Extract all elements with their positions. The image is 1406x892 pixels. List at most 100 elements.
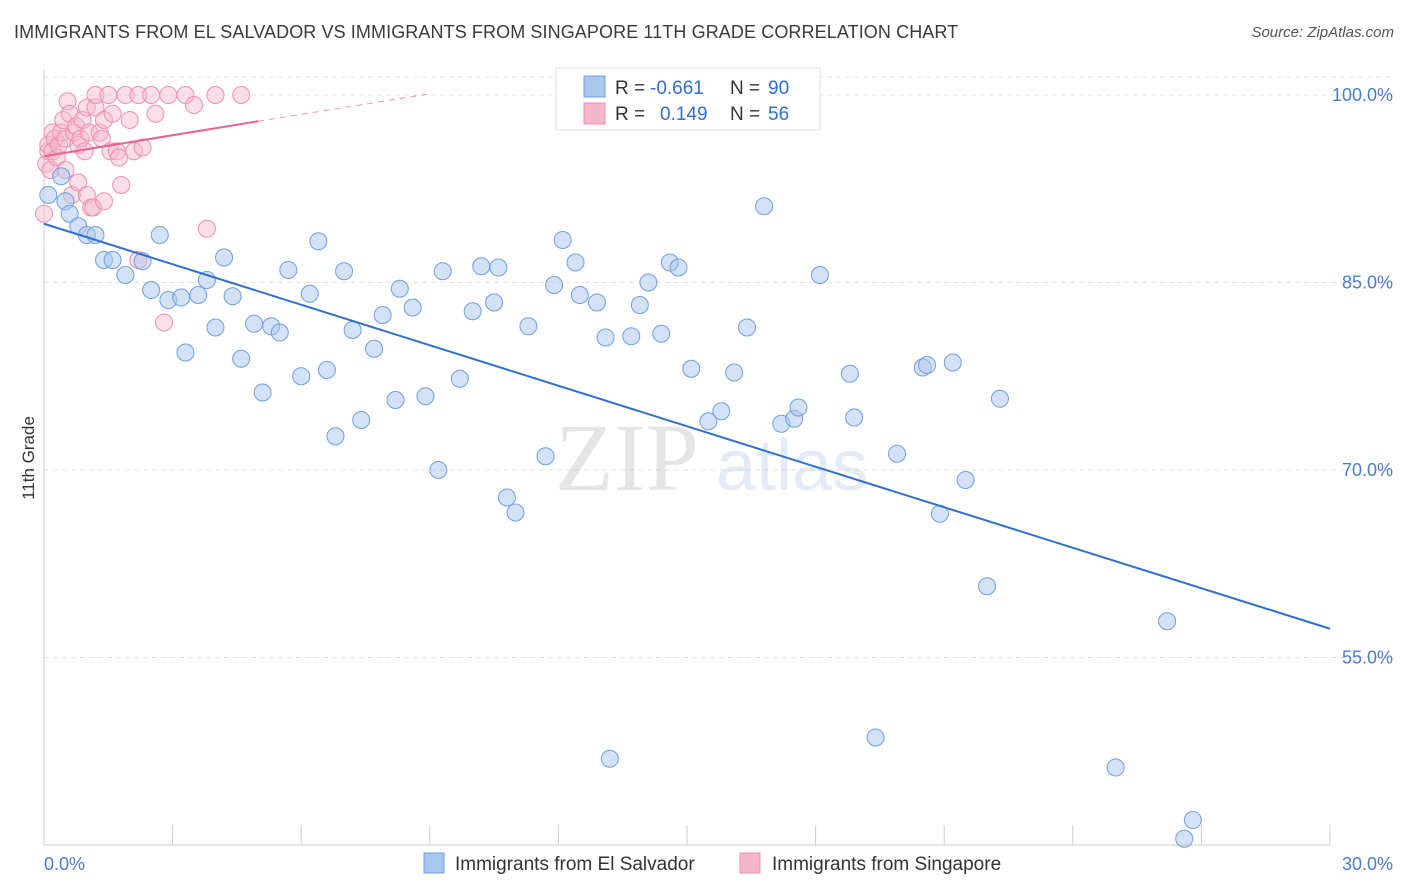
data-point-el-salvador xyxy=(270,323,289,342)
trend-lines xyxy=(43,93,1331,630)
data-point-el-salvador xyxy=(223,287,242,306)
data-point-el-salvador xyxy=(553,231,572,249)
data-point-el-salvador xyxy=(652,324,671,343)
data-point-el-salvador xyxy=(978,577,997,596)
data-point-el-salvador xyxy=(519,317,538,336)
y-tick-label: 100.0% xyxy=(1332,85,1393,105)
data-point-el-salvador xyxy=(630,296,649,314)
data-point-el-salvador xyxy=(866,728,885,747)
data-point-singapore xyxy=(206,86,225,104)
data-point-el-salvador xyxy=(150,226,169,244)
chart-source: Source: ZipAtlas.com xyxy=(1251,24,1394,41)
data-point-el-salvador xyxy=(403,298,422,317)
x-ticks xyxy=(43,825,1331,845)
data-point-el-salvador xyxy=(789,398,808,417)
data-point-el-salvador xyxy=(489,258,508,277)
data-point-singapore xyxy=(69,173,88,192)
data-point-singapore xyxy=(103,104,122,123)
data-point-singapore xyxy=(159,86,178,104)
legend-n-label-singapore: N = xyxy=(730,104,760,125)
series-el-salvador xyxy=(39,167,1202,848)
grid-lines xyxy=(44,76,1392,658)
y-tick-label: 70.0% xyxy=(1342,460,1393,480)
data-point-el-salvador xyxy=(450,369,469,388)
data-point-el-salvador xyxy=(335,262,354,281)
data-point-el-salvador xyxy=(840,364,859,383)
y-tick-label: 55.0% xyxy=(1342,648,1393,668)
data-point-el-salvador xyxy=(506,503,525,522)
data-point-el-salvador xyxy=(189,286,208,304)
data-point-el-salvador xyxy=(215,248,234,267)
data-point-el-salvador xyxy=(52,167,71,186)
data-point-el-salvador xyxy=(536,447,555,466)
data-point-singapore xyxy=(142,86,161,104)
stats-legend: R = -0.661 N = 90 R = 0.149 N = 56 xyxy=(555,67,821,131)
data-point-el-salvador xyxy=(279,261,298,279)
data-point-singapore xyxy=(155,313,174,332)
legend-r-value-el-salvador: -0.661 xyxy=(650,78,704,99)
data-point-el-salvador xyxy=(300,284,319,303)
data-point-el-salvador xyxy=(172,288,191,307)
data-point-el-salvador xyxy=(472,257,491,276)
legend-n-label-el-salvador: N = xyxy=(730,78,760,99)
data-point-el-salvador xyxy=(292,367,311,386)
data-point-el-salvador xyxy=(386,391,405,409)
trend-line-singapore-extension xyxy=(258,93,430,122)
data-point-el-salvador xyxy=(888,444,907,463)
data-point-el-salvador xyxy=(1106,758,1125,777)
data-point-singapore xyxy=(35,204,53,223)
bottom-legend-swatch-singapore xyxy=(739,852,761,874)
legend-n-value-el-salvador: 90 xyxy=(768,78,789,99)
data-point-el-salvador xyxy=(232,349,251,368)
data-point-el-salvador xyxy=(1158,612,1177,631)
x-tick-label: 30.0% xyxy=(1342,854,1393,874)
data-point-el-salvador xyxy=(373,306,392,324)
data-point-el-salvador xyxy=(60,204,79,223)
data-point-el-salvador xyxy=(433,262,452,281)
data-point-el-salvador xyxy=(566,253,585,272)
data-point-el-salvador xyxy=(622,327,641,346)
y-tick-label: 85.0% xyxy=(1342,273,1393,293)
x-tick-label: 0.0% xyxy=(44,854,85,874)
data-point-el-salvador xyxy=(587,293,606,312)
data-point-singapore xyxy=(112,176,131,194)
data-point-el-salvador xyxy=(943,353,962,372)
data-point-el-salvador xyxy=(699,412,718,431)
data-point-el-salvador xyxy=(497,488,516,507)
data-point-el-salvador xyxy=(918,356,937,374)
data-point-singapore xyxy=(84,198,103,217)
chart-title: IMMIGRANTS FROM EL SALVADOR VS IMMIGRANT… xyxy=(14,22,959,42)
data-point-singapore xyxy=(99,86,118,104)
data-point-el-salvador xyxy=(206,318,225,337)
data-point-el-salvador xyxy=(669,258,688,277)
data-point-singapore xyxy=(110,148,129,167)
data-point-el-salvador xyxy=(545,276,564,294)
data-point-el-salvador xyxy=(390,279,409,298)
data-point-el-salvador xyxy=(990,389,1009,408)
bottom-legend-label-singapore: Immigrants from Singapore xyxy=(772,854,1001,875)
data-point-el-salvador xyxy=(1183,811,1202,829)
data-point-el-salvador xyxy=(365,339,384,358)
watermark-zip: ZIP xyxy=(555,404,699,511)
watermark-atlas: atlas xyxy=(716,426,868,506)
data-point-el-salvador xyxy=(116,266,135,284)
data-point-singapore xyxy=(197,219,216,238)
series-singapore xyxy=(35,86,251,332)
data-point-singapore xyxy=(116,86,135,104)
bottom-legend-label-el-salvador: Immigrants from El Salvador xyxy=(455,854,695,875)
data-point-singapore xyxy=(146,104,165,123)
data-point-el-salvador xyxy=(317,361,336,379)
data-point-singapore xyxy=(86,98,105,117)
legend-swatch-singapore xyxy=(583,102,606,125)
data-point-singapore xyxy=(95,192,114,211)
data-point-el-salvador xyxy=(596,328,615,347)
data-point-el-salvador xyxy=(253,383,272,402)
x-tick-labels: 0.0% 30.0% xyxy=(44,854,1393,874)
data-point-singapore xyxy=(129,86,148,104)
data-point-el-salvador xyxy=(103,251,122,269)
legend-swatch-el-salvador xyxy=(583,75,606,98)
trend-line-singapore xyxy=(43,120,259,158)
y-tick-labels: 100.0% 85.0% 70.0% 55.0% xyxy=(1332,85,1393,668)
data-point-el-salvador xyxy=(416,387,435,406)
